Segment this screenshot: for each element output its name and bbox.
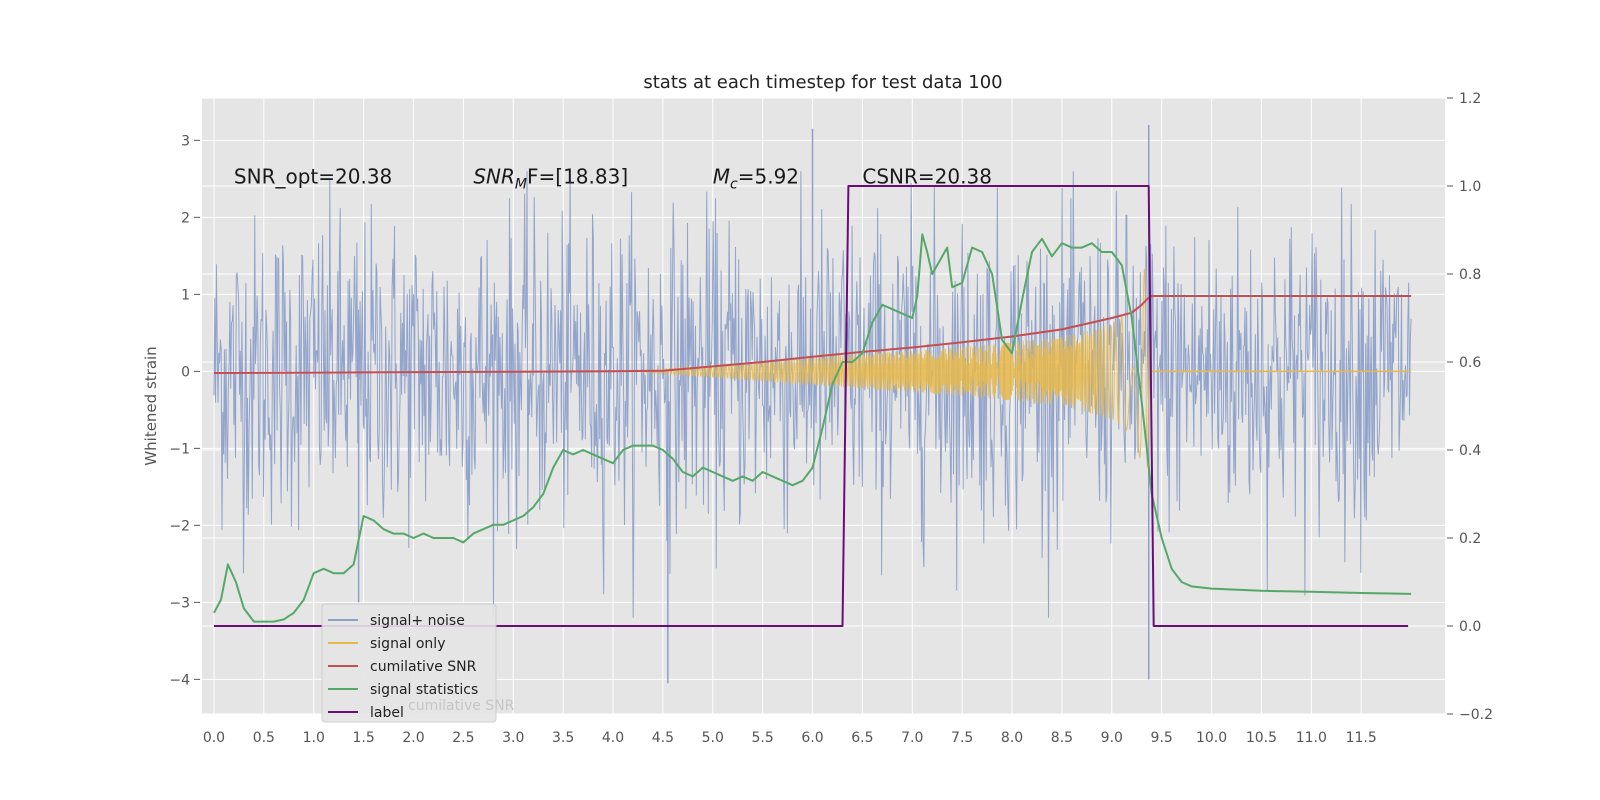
- y2-tick-label: 1.2: [1459, 91, 1481, 107]
- x-tick-label: 10.0: [1196, 730, 1227, 746]
- annotation-text: SNRMF=[18.83]: [473, 165, 628, 193]
- x-tick-label: 3.0: [502, 730, 524, 746]
- x-tick-label: 5.0: [702, 730, 724, 746]
- x-tick-label: 9.0: [1101, 730, 1123, 746]
- legend-label: signal+ noise: [370, 613, 465, 629]
- y2-tick-label: 0.4: [1459, 443, 1481, 459]
- legend-label: label: [370, 705, 404, 721]
- x-tick-label: 11.0: [1296, 730, 1327, 746]
- axes-layer: 0.0 0.5 1.0 1.5 2.0 2.5 3.0 3.5 4.0 4.5 5.0 5.5 6.0 6…: [169, 91, 1493, 746]
- legend: cumilative SNR signal+ noise signal only cu…: [321, 603, 515, 723]
- x-tick-label: 7.5: [951, 730, 973, 746]
- x-tick-label: 11.5: [1346, 730, 1377, 746]
- y2-tick-label: 1.0: [1459, 179, 1481, 195]
- cumilative-snr-line: [213, 295, 1412, 374]
- y-tick-label: −4: [169, 672, 190, 688]
- x-tick-label: 4.5: [652, 730, 674, 746]
- y-tick-label: −2: [169, 518, 190, 534]
- legend-label: cumilative SNR: [370, 659, 477, 675]
- x-tick-label: 2.5: [452, 730, 474, 746]
- y-tick-label: −1: [169, 441, 190, 457]
- label-line: [214, 185, 1409, 627]
- y-tick-label: 1: [181, 287, 190, 303]
- signal-only-line: [633, 268, 1153, 468]
- x-tick-label: 4.0: [602, 730, 624, 746]
- y-tick-label: 0: [181, 364, 190, 380]
- x-tick-label: 5.5: [752, 730, 774, 746]
- x-tick-label: 1.5: [352, 730, 374, 746]
- y2-tick-label: 0.0: [1459, 619, 1481, 635]
- x-tick-label: 2.0: [402, 730, 424, 746]
- y2-tick-label: −0.2: [1459, 707, 1493, 723]
- x-tick-label: 0.5: [253, 730, 275, 746]
- legend-ghost-text: cumilative SNR: [408, 698, 515, 714]
- legend-label: signal statistics: [370, 682, 478, 698]
- x-tick-label: 6.5: [851, 730, 873, 746]
- y-tick-label: 2: [181, 210, 190, 226]
- x-tick-label: 0.0: [203, 730, 225, 746]
- annotation-text: SNR_opt=20.38: [234, 165, 392, 189]
- legend-label: signal only: [370, 636, 445, 652]
- data-layer: [213, 124, 1412, 684]
- annotations: SNR_opt=20.38 SNRMF=[18.83] Mc=5.92 CSNR=20…: [234, 165, 992, 193]
- x-tick-label: 1.0: [303, 730, 325, 746]
- annotation-text: CSNR=20.38: [862, 165, 992, 189]
- x-tick-label: 10.5: [1246, 730, 1277, 746]
- legend-box: [321, 603, 497, 723]
- x-tick-label: 8.0: [1001, 730, 1023, 746]
- signal-statistics-line: [213, 233, 1412, 623]
- x-tick-label: 9.5: [1151, 730, 1173, 746]
- y2-tick-label: 0.8: [1459, 267, 1481, 283]
- x-tick-label: 7.0: [901, 730, 923, 746]
- x-tick-label: 6.0: [801, 730, 823, 746]
- chart-title: stats at each timestep for test data 100: [643, 72, 1002, 93]
- y-tick-label: 3: [181, 133, 190, 149]
- y2-tick-label: 0.2: [1459, 531, 1481, 547]
- y2-tick-label: 0.6: [1459, 355, 1481, 371]
- x-tick-label: 8.5: [1051, 730, 1073, 746]
- y-tick-label: −3: [169, 595, 190, 611]
- y-axis-label: Whitened strain: [142, 346, 160, 465]
- x-tick-label: 3.5: [552, 730, 574, 746]
- annotation-text: Mc=5.92: [713, 165, 799, 193]
